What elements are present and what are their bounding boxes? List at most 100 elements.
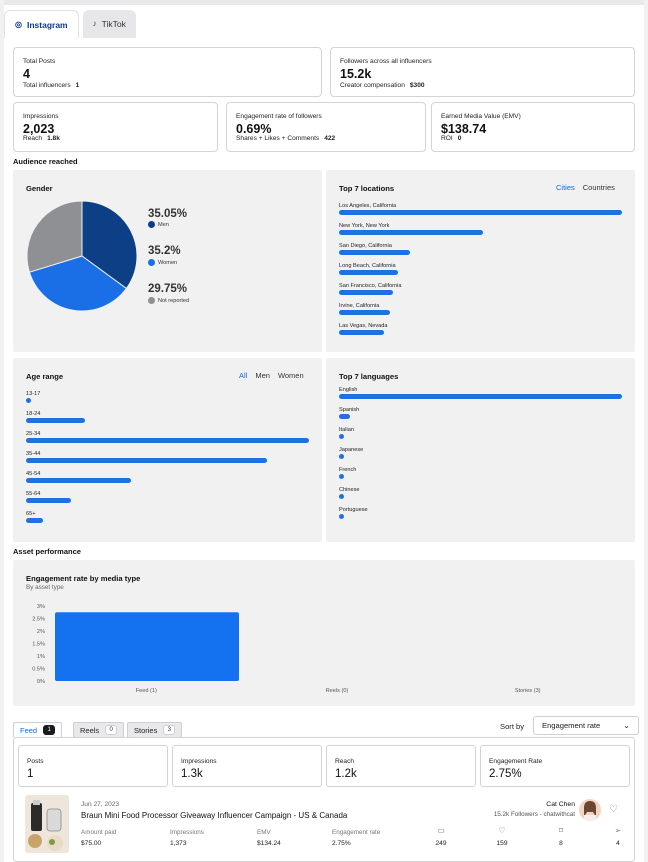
gender-legend-men: Men (148, 221, 169, 228)
y-tick-label: 0.5% (32, 667, 45, 673)
gender-title: Gender (26, 184, 53, 193)
age-all-toggle[interactable]: All (239, 371, 248, 380)
post-thumbnail[interactable] (25, 795, 69, 853)
bar (339, 330, 385, 335)
audience-section-title: Audience reached (13, 157, 78, 166)
bar (339, 290, 393, 295)
bar-label: Italian (339, 427, 354, 433)
tab-label: Stories (134, 725, 158, 735)
kpi-value: 2,023 (23, 122, 55, 136)
kpi-engagement: Engagement rate of followers 0.69% Share… (226, 102, 426, 152)
y-tick-label: 0% (37, 679, 45, 685)
kpi-sub: Reach 1.8k (23, 135, 60, 142)
post-value-emv: $134.24 (257, 840, 281, 847)
x-tick-label: Stories (3) (515, 688, 541, 694)
metric-reach: Reach 1.2k (326, 745, 476, 787)
shares-stat: ➢ 4 (603, 827, 633, 848)
y-tick-label: 1.5% (32, 642, 45, 648)
x-tick-label: Reels (0) (326, 688, 349, 694)
pie-slice-women (28, 255, 128, 312)
kpi-sub: Creator compensation $300 (340, 82, 425, 89)
bar (339, 250, 410, 255)
chevron-down-icon: ⌄ (623, 720, 630, 730)
post-title[interactable]: Braun Mini Food Processor Giveaway Influ… (81, 811, 348, 820)
tab-stories[interactable]: Stories 3 (127, 722, 183, 738)
metric-label: Posts (27, 758, 44, 765)
kpi-label: Earned Media Value (EMV) (441, 113, 521, 120)
bar (339, 494, 344, 499)
sort-value: Engagement rate (542, 721, 601, 730)
kpi-followers: Followers across all influencers 15.2k C… (330, 47, 635, 97)
heart-icon: ♡ (498, 826, 506, 835)
tab-count-badge: 3 (163, 725, 176, 735)
x-tick-label: Feed (1) (136, 688, 157, 694)
bar (339, 230, 484, 235)
bar (339, 474, 344, 479)
bar (26, 518, 43, 523)
tab-label: Feed (20, 725, 38, 735)
kpi-impressions: Impressions 2,023 Reach 1.8k (13, 102, 218, 152)
bar-label: Irvine, California (339, 303, 380, 309)
gender-legend-not-reported: Not reported (148, 297, 189, 304)
post-date: Jun 27, 2023 (81, 801, 120, 808)
creator-name[interactable]: Cat Chen (546, 801, 575, 808)
gender-pct-not-reported: 29.75% (148, 283, 188, 295)
instagram-icon: ◎ (15, 19, 22, 29)
bar-label: 13-17 (26, 391, 41, 397)
age-women-toggle[interactable]: Women (277, 371, 304, 380)
y-tick-label: 3% (37, 604, 45, 610)
bar (26, 478, 131, 483)
metric-posts: Posts 1 (18, 745, 168, 787)
kpi-total-posts: Total Posts 4 Total influencers 1 (13, 47, 322, 97)
metric-label: Reach (335, 758, 355, 765)
engagement-chart-panel: Engagement rate by media type By asset t… (13, 560, 635, 706)
sort-select[interactable]: Engagement rate ⌄ (533, 716, 639, 735)
pie-slice-not-reported (26, 200, 83, 273)
kpi-label: Impressions (23, 113, 59, 120)
kpi-emv: Earned Media Value (EMV) $138.74 ROI 0 (431, 102, 635, 152)
kpi-label: Total Posts (23, 58, 56, 65)
tab-reels[interactable]: Reels 0 (73, 722, 125, 738)
bar-label: Spanish (339, 407, 360, 413)
kpi-sub: Total influencers 1 (23, 82, 80, 89)
bar-label: Long Beach, California (339, 263, 396, 269)
metric-value: 1.3k (181, 768, 203, 780)
kpi-sub: ROI 0 (441, 135, 462, 142)
cities-toggle[interactable]: Cities (556, 183, 575, 192)
bar (339, 514, 344, 519)
bar (339, 310, 390, 315)
avatar[interactable] (579, 799, 601, 821)
bar-label: Los Angeles, California (339, 203, 397, 209)
y-tick-label: 2.5% (32, 617, 45, 623)
comments-stat: ▭ 249 (426, 826, 456, 848)
post-label-emv: EMV (257, 829, 271, 836)
kpi-value: $138.74 (441, 122, 487, 136)
tab-tiktok[interactable]: ♪ TikTok (82, 10, 136, 38)
bar-label: 55-64 (26, 491, 41, 497)
kpi-value: 15.2k (340, 67, 372, 81)
bar (26, 418, 86, 423)
tab-feed[interactable]: Feed 1 (13, 722, 63, 738)
gender-pie-chart (26, 200, 138, 312)
bar (26, 398, 31, 403)
sort-label: Sort by (500, 722, 525, 731)
locations-title: Top 7 locations (339, 184, 395, 193)
bar-label: 25-34 (26, 431, 41, 437)
likes-stat: ♡ 159 (487, 826, 517, 848)
comment-icon: ▭ (437, 826, 445, 835)
bar-label: New York, New York (339, 223, 390, 229)
tab-label: Instagram (26, 19, 68, 30)
bar-label: 18-24 (26, 411, 41, 417)
age-men-toggle[interactable]: Men (255, 371, 270, 380)
post-value-engagement: 2.75% (332, 840, 351, 847)
bar-label: Las Vegas, Nevada (339, 323, 388, 329)
legend-dot (148, 297, 155, 304)
countries-toggle[interactable]: Countries (582, 183, 615, 192)
bar-label: English (339, 387, 358, 393)
chart-subtitle: By asset type (26, 584, 64, 591)
bar-label: 45-54 (26, 471, 41, 477)
favorite-heart-icon[interactable]: ♡ (609, 804, 618, 815)
gender-legend-women: Women (148, 259, 177, 266)
metric-impressions: Impressions 1.3k (172, 745, 322, 787)
tab-instagram[interactable]: ◎ Instagram (4, 10, 79, 38)
